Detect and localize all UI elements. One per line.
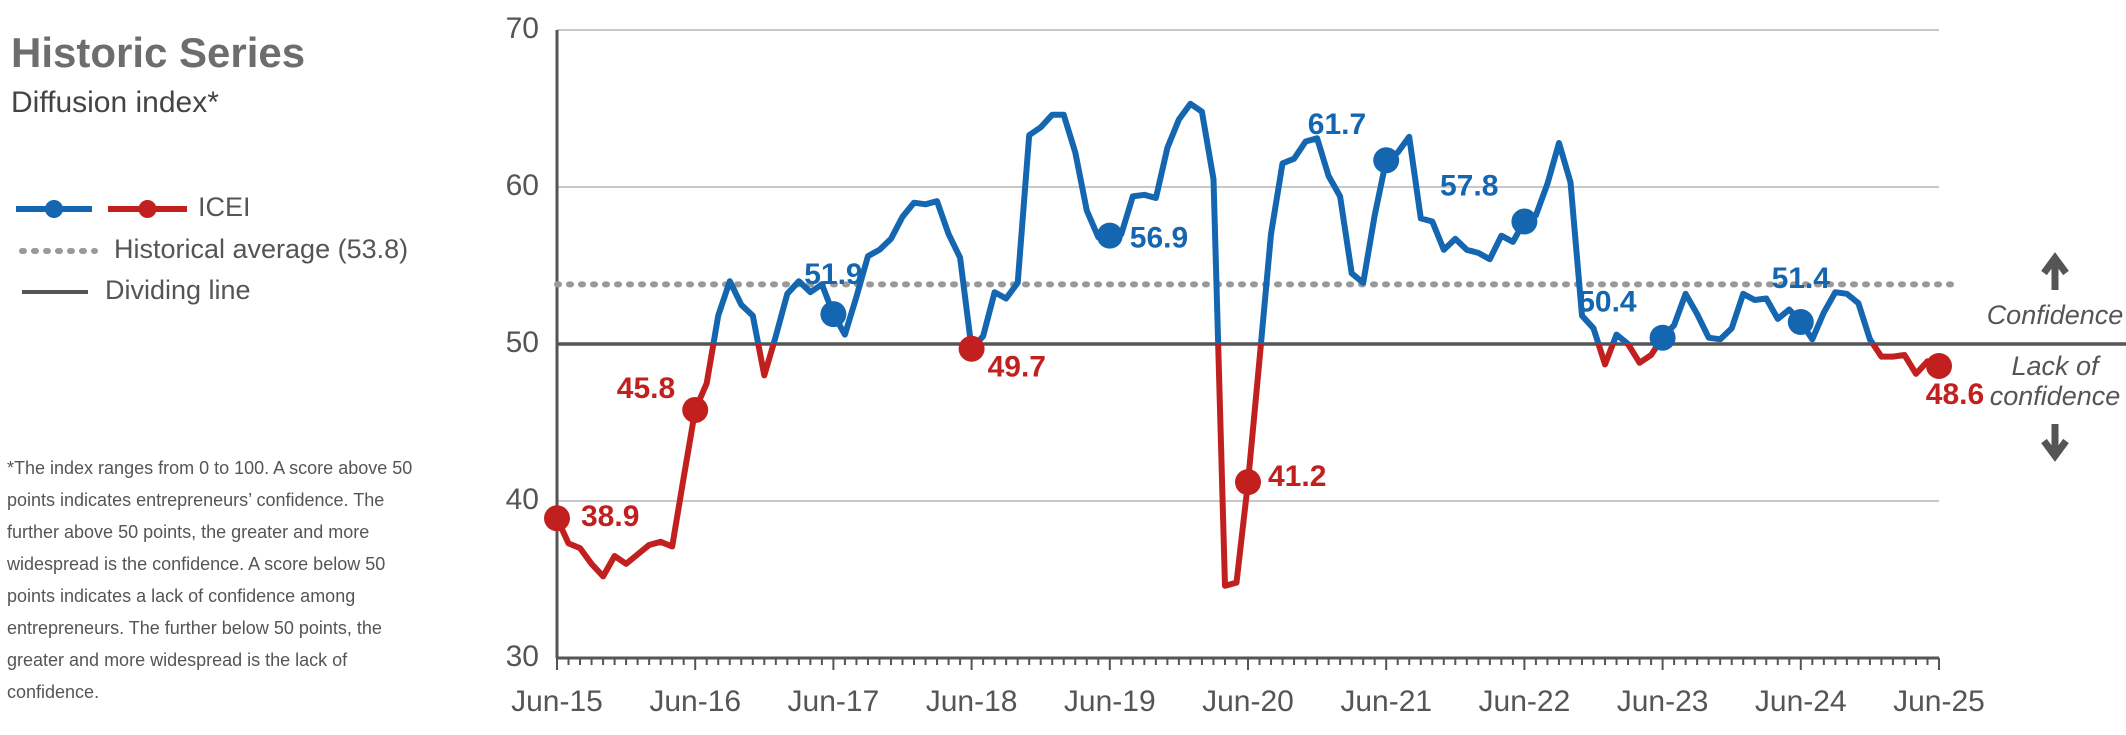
legend-marker (45, 200, 63, 218)
data-point (1235, 469, 1261, 496)
data-point (1511, 208, 1538, 235)
data-label: 51.4 (1772, 262, 1831, 295)
data-point (544, 505, 570, 532)
annotation-above: Confidence (1987, 300, 2124, 330)
data-label: 41.2 (1268, 460, 1326, 493)
chart-subtitle: Diffusion index* (11, 86, 219, 119)
data-label: 51.9 (804, 258, 862, 291)
x-tick-label: Jun-23 (1617, 685, 1709, 718)
x-tick-label: Jun-19 (1064, 685, 1156, 718)
data-label: 61.7 (1308, 108, 1366, 141)
x-tick-label: Jun-21 (1340, 685, 1432, 718)
y-tick-label: 50 (506, 326, 539, 359)
data-point (958, 335, 985, 362)
data-point (1096, 222, 1123, 249)
data-point (1373, 147, 1400, 174)
x-tick-label: Jun-25 (1893, 685, 1985, 718)
data-point (820, 301, 847, 328)
annotation-below: Lack of (2011, 351, 2101, 381)
arrow-up (2041, 252, 2069, 290)
data-label: 45.8 (617, 372, 675, 405)
data-point (1787, 309, 1814, 336)
data-label: 38.9 (581, 500, 639, 533)
legend-label: Dividing line (105, 275, 251, 305)
data-label: 49.7 (988, 351, 1046, 384)
data-label: 56.9 (1130, 222, 1188, 255)
data-label: 50.4 (1578, 286, 1637, 319)
x-tick-label: Jun-15 (511, 685, 603, 718)
data-label: 57.8 (1440, 169, 1498, 202)
data-point (1926, 352, 1952, 379)
y-tick-label: 40 (506, 483, 539, 516)
footnote: *The index ranges from 0 to 100. A score… (7, 458, 413, 702)
x-tick-label: Jun-16 (649, 685, 741, 718)
x-tick-label: Jun-18 (926, 685, 1018, 718)
data-point (682, 396, 709, 423)
legend-label: ICEI (198, 192, 251, 222)
y-tick-label: 30 (506, 640, 539, 673)
arrow-down (2041, 424, 2069, 462)
chart-title: Historic Series (11, 29, 305, 76)
legend-label: Historical average (53.8) (114, 234, 408, 264)
x-tick-label: Jun-24 (1755, 685, 1847, 718)
x-tick-label: Jun-22 (1479, 685, 1571, 718)
y-tick-label: 70 (506, 12, 539, 45)
x-tick-label: Jun-17 (788, 685, 880, 718)
data-label: 48.6 (1926, 378, 1984, 411)
y-tick-label: 60 (506, 169, 539, 202)
x-tick-label: Jun-20 (1202, 685, 1294, 718)
legend-marker (138, 200, 157, 218)
annotation-below: confidence (1990, 381, 2121, 411)
data-point (1649, 324, 1676, 351)
